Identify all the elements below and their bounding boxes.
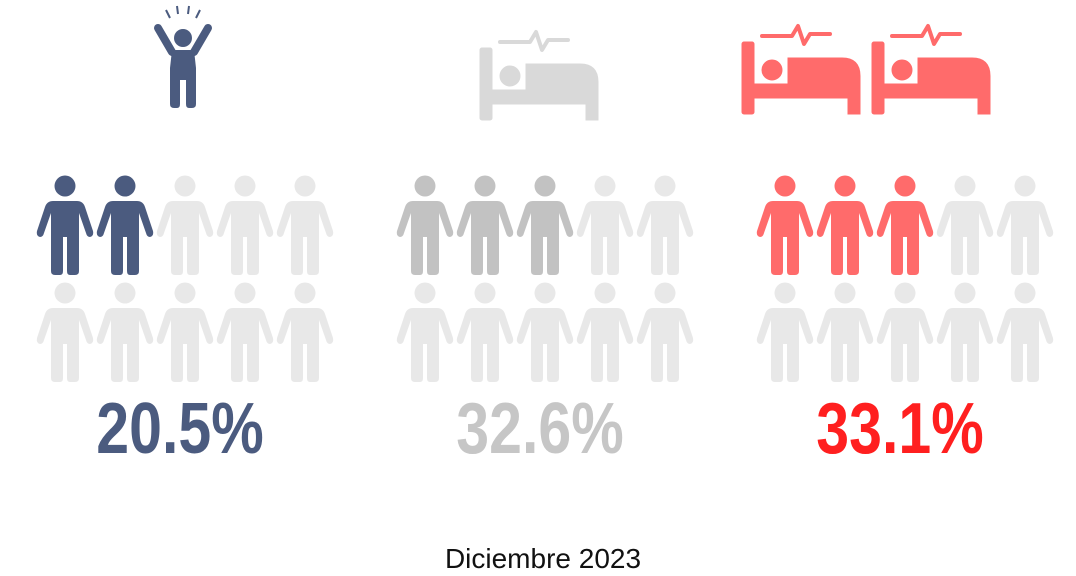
- person-empty: [276, 282, 334, 382]
- person-empty: [576, 282, 634, 382]
- person-empty: [996, 175, 1054, 275]
- value-label-group: 20.5%: [96, 387, 263, 468]
- person-empty: [816, 282, 874, 382]
- cheer-icon: [154, 5, 212, 108]
- person-empty: [456, 282, 514, 382]
- person-empty: [936, 282, 994, 382]
- person-empty: [96, 282, 154, 382]
- person-filled: [96, 175, 154, 275]
- person-empty: [636, 175, 694, 275]
- caption: Diciembre 2023: [445, 543, 641, 574]
- value-label: 32.6%: [456, 387, 623, 468]
- person-empty: [996, 282, 1054, 382]
- person-empty: [636, 282, 694, 382]
- person-empty: [216, 282, 274, 382]
- bed-icon: [740, 24, 862, 116]
- bed-icon: [478, 30, 600, 122]
- person-filled: [36, 175, 94, 275]
- person-filled: [516, 175, 574, 275]
- person-filled: [756, 175, 814, 275]
- person-empty: [396, 282, 454, 382]
- value-label-group: 33.1%: [816, 387, 983, 468]
- person-empty: [756, 282, 814, 382]
- person-filled: [876, 175, 934, 275]
- person-empty: [516, 282, 574, 382]
- value-label: 33.1%: [816, 387, 983, 468]
- person-filled: [396, 175, 454, 275]
- person-empty: [156, 282, 214, 382]
- person-empty: [276, 175, 334, 275]
- person-filled: [456, 175, 514, 275]
- value-label: 20.5%: [96, 387, 263, 468]
- person-empty: [936, 175, 994, 275]
- person-empty: [36, 282, 94, 382]
- person-filled: [816, 175, 874, 275]
- person-empty: [876, 282, 934, 382]
- person-empty: [216, 175, 274, 275]
- bed-icon: [870, 24, 992, 116]
- person-empty: [156, 175, 214, 275]
- value-label-group: 32.6%: [456, 387, 623, 468]
- person-empty: [576, 175, 634, 275]
